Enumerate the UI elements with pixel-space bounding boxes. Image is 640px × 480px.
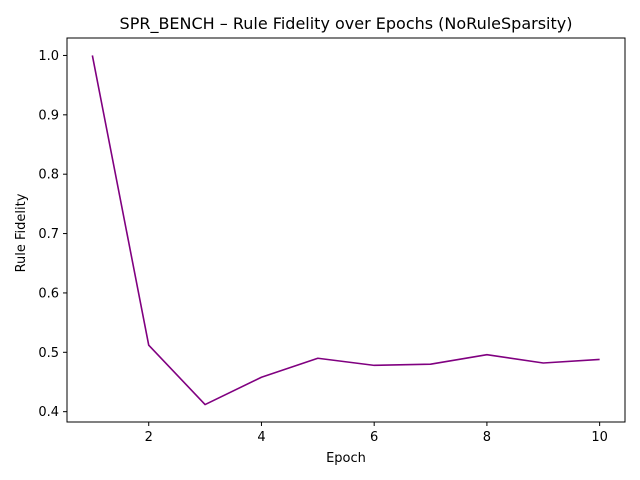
x-tick-label: 8 <box>483 430 491 445</box>
series-line-0 <box>91 55 600 406</box>
y-tick-label: 1.0 <box>38 49 59 64</box>
y-tick-label: 0.6 <box>38 286 59 301</box>
plot-area: 2 4 6 8 10 0.4 0.5 0.6 0.7 0.8 0.9 1.0 <box>38 37 626 445</box>
x-tick-label: 10 <box>591 430 608 445</box>
y-tick-label: 0.4 <box>38 405 59 420</box>
y-tick-label: 0.9 <box>38 108 59 123</box>
y-axis-ticks: 0.4 0.5 0.6 0.7 0.8 0.9 1.0 <box>38 49 67 420</box>
y-tick-label: 0.5 <box>38 346 59 361</box>
y-tick-label: 0.7 <box>38 227 59 242</box>
x-tick-label: 6 <box>370 430 378 445</box>
x-tick-label: 2 <box>145 430 153 445</box>
y-tick-label: 0.8 <box>38 168 59 183</box>
x-tick-label: 4 <box>257 430 265 445</box>
series-layer <box>91 55 600 406</box>
chart-title: SPR_BENCH – Rule Fidelity over Epochs (N… <box>120 14 573 34</box>
y-axis-label: Rule Fidelity <box>14 193 29 272</box>
x-axis-label: Epoch <box>326 451 366 466</box>
x-axis-ticks: 2 4 6 8 10 <box>145 422 608 445</box>
axes-frame <box>66 37 626 423</box>
